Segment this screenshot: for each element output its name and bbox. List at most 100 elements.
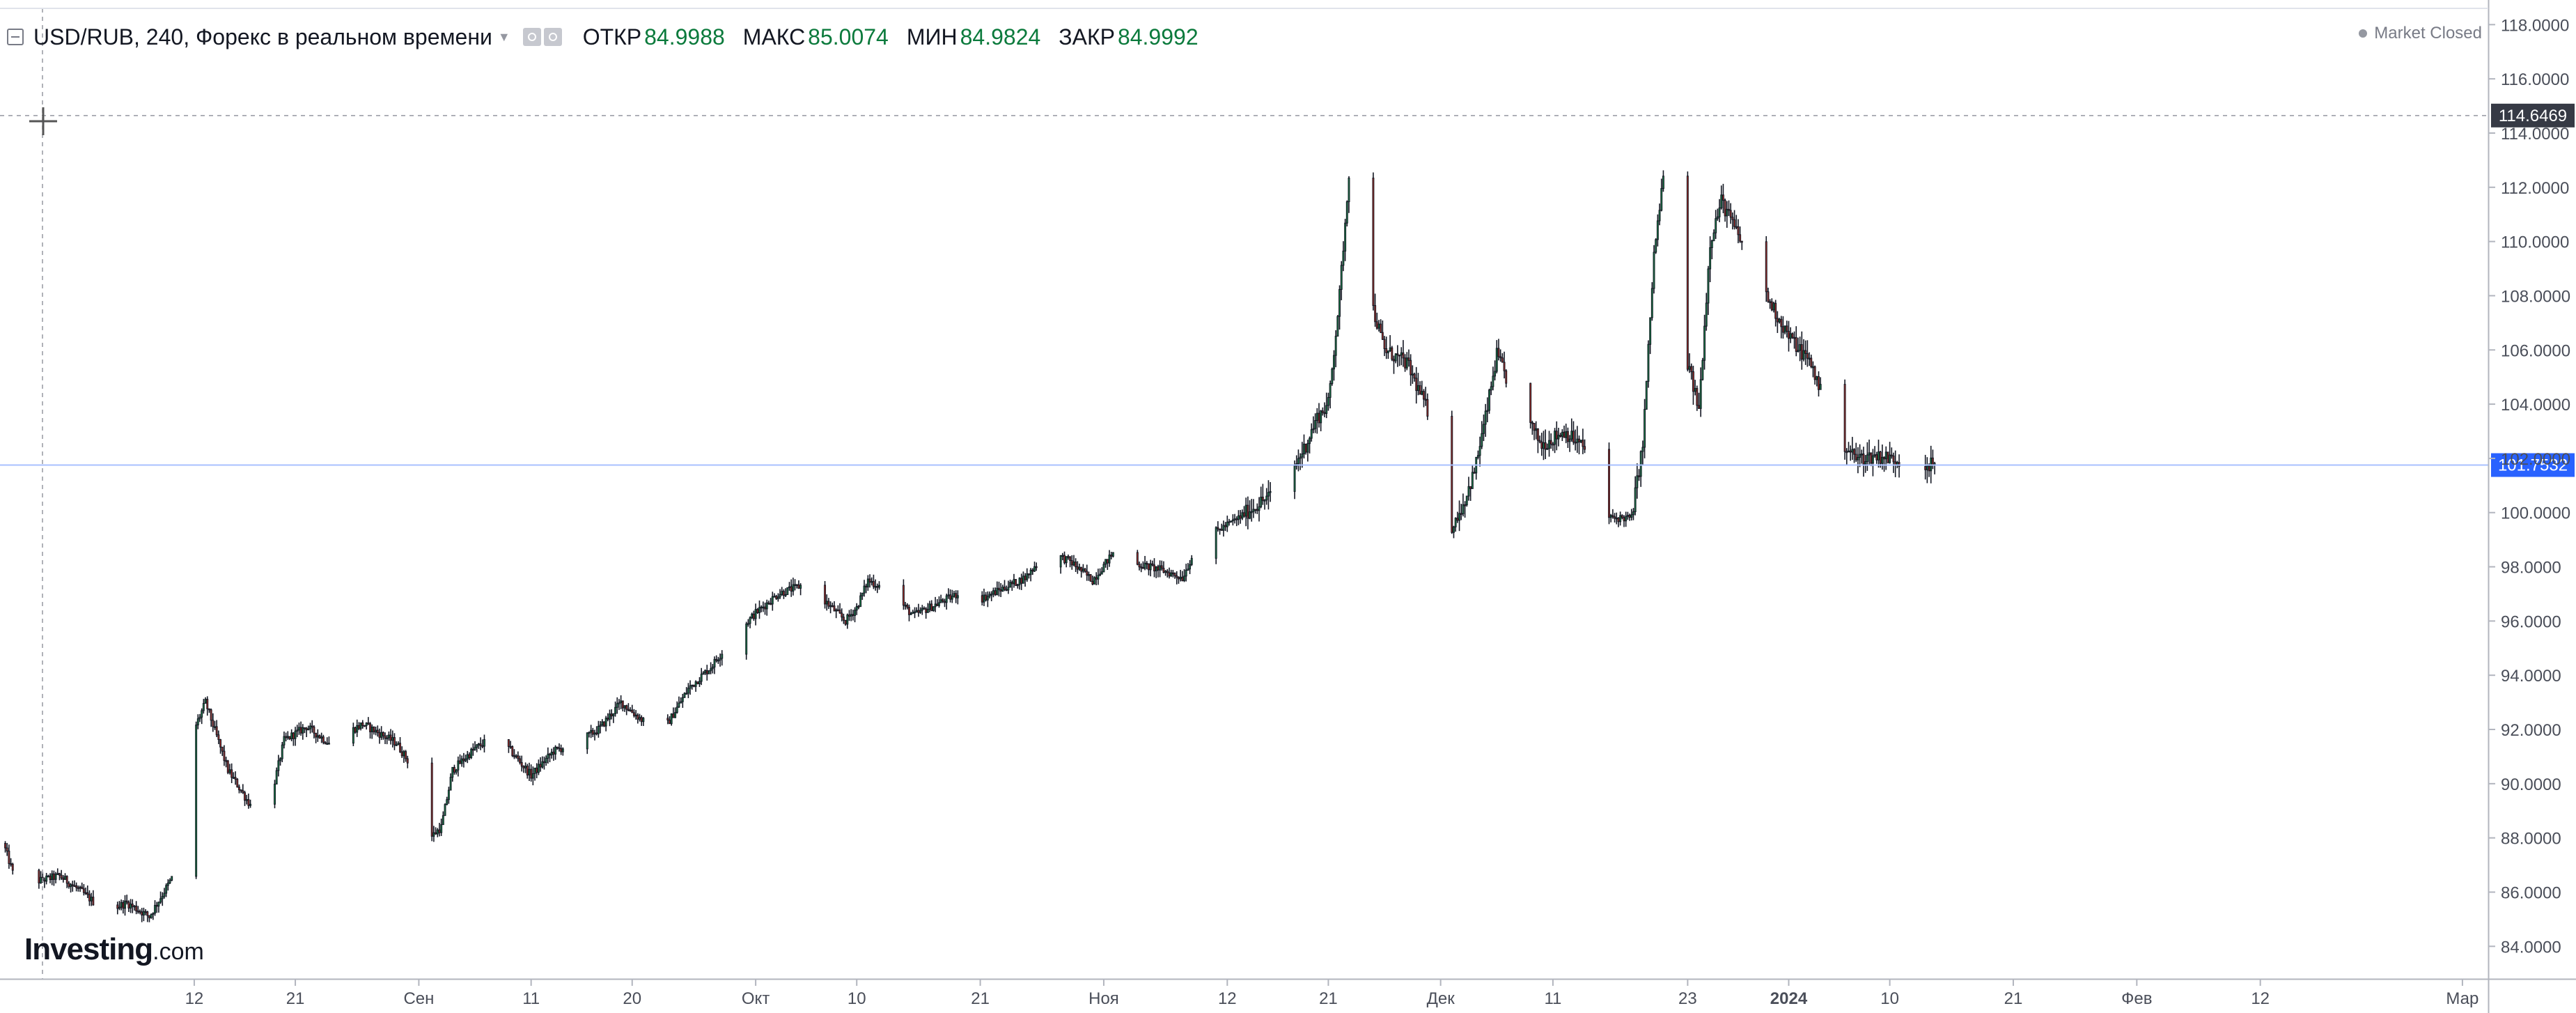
candle-body [1535, 428, 1538, 431]
candle-body [1786, 325, 1788, 332]
candle-body [1494, 371, 1497, 377]
candle-body [1111, 552, 1114, 557]
candle-body [436, 829, 439, 835]
investing-logo: Investing.com [24, 932, 204, 967]
candle-body [797, 584, 800, 589]
candle-body [1859, 454, 1861, 458]
candle-body [1883, 456, 1886, 460]
candle-body [519, 758, 521, 763]
candle-body [219, 739, 222, 748]
candle-body [912, 612, 914, 614]
chevron-down-icon[interactable]: ▼ [497, 29, 510, 44]
candle-body [1159, 565, 1162, 571]
candle-body [225, 760, 228, 762]
candle-body [1609, 515, 1612, 518]
candle-body [373, 727, 375, 733]
candle-body [1230, 520, 1233, 523]
candle-body [163, 892, 166, 897]
candle-body [1110, 555, 1113, 557]
candle-body [118, 906, 120, 909]
candle-body [1063, 555, 1065, 564]
candle-body [1164, 571, 1167, 573]
price-tick-label: 88.0000 [2501, 830, 2561, 849]
candle-body [327, 743, 330, 745]
candle-body [1138, 564, 1141, 568]
candle-body [476, 744, 478, 748]
candle-body [1306, 443, 1309, 453]
candle-body [1720, 194, 1723, 208]
candle-body [1533, 422, 1536, 431]
candle-body [775, 596, 778, 599]
candle-body [1171, 572, 1174, 575]
candle-body [1636, 475, 1639, 488]
candle-body [692, 684, 695, 687]
candle-body [1410, 359, 1412, 376]
candle-body [764, 606, 767, 610]
candle-body [1258, 506, 1260, 511]
candle-body [1555, 431, 1558, 440]
candle-body [1772, 302, 1775, 311]
high-value: 85.0074 [808, 24, 889, 49]
candle-body [1226, 521, 1228, 527]
candle-body [1147, 563, 1150, 571]
candle-body [474, 747, 476, 750]
candle-body [1140, 566, 1143, 569]
candle-body [672, 713, 675, 718]
candle-body [590, 729, 593, 733]
candle-body [827, 601, 830, 607]
candle-body [86, 892, 89, 895]
candle-body [591, 729, 594, 735]
candle-body [1649, 317, 1652, 345]
candle-body [616, 703, 618, 708]
candle-body [1299, 456, 1302, 459]
candle-body [1340, 265, 1343, 290]
eye-icon[interactable] [522, 28, 541, 46]
candle-body [1729, 210, 1732, 218]
candle-body [1731, 217, 1734, 220]
candle-body [549, 753, 551, 756]
candle-body [1249, 511, 1251, 519]
candle-body [640, 717, 643, 722]
candle-body [1770, 301, 1773, 311]
candle-body [990, 594, 993, 596]
candle-body [824, 585, 827, 605]
candle-body [953, 593, 955, 597]
candle-body [92, 897, 95, 906]
candle-body [1926, 465, 1928, 470]
candle-body [367, 722, 370, 725]
candle-body [1402, 352, 1405, 359]
candle-body [10, 863, 13, 865]
candle-body [702, 672, 705, 675]
candle-body [1778, 318, 1781, 323]
candle-body [11, 863, 14, 871]
symbol-title[interactable]: USD/RUB, 240, Форекс в реальном времени [33, 24, 492, 49]
candle-body [533, 767, 536, 774]
candle-body [1892, 455, 1895, 463]
settings-icon[interactable] [543, 28, 562, 46]
candle-body [1467, 486, 1470, 497]
close-value: 84.9992 [1117, 24, 1199, 49]
candle-body [1582, 440, 1584, 447]
candle-body [601, 721, 604, 726]
candle-body [1185, 569, 1187, 577]
candle-body [1789, 333, 1792, 339]
collapse-icon[interactable] [7, 29, 24, 45]
candle-body [54, 874, 57, 880]
candle-body [1405, 357, 1408, 369]
candle-body [405, 751, 407, 759]
candle-body [1095, 577, 1098, 580]
candle-body [874, 586, 877, 588]
candle-body [459, 760, 461, 764]
candle-body [120, 902, 123, 908]
candle-body [141, 911, 143, 915]
candle-body [386, 737, 389, 740]
candle-body [623, 705, 626, 709]
candle-body [1728, 208, 1730, 211]
candle-body [770, 603, 772, 605]
candle-body [440, 824, 443, 833]
open-value: 84.9988 [644, 24, 725, 49]
candle-body [1179, 576, 1182, 580]
candle-body [618, 702, 620, 704]
candle-body [384, 735, 387, 739]
